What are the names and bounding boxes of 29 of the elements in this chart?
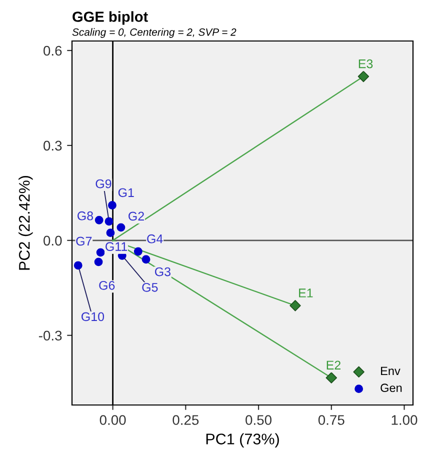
y-tick-label: -0.3: [38, 330, 62, 341]
annotation: G1: [118, 188, 134, 198]
annotation: G6: [99, 280, 115, 290]
chart-title: GGE biplot: [72, 11, 148, 25]
x-tick-label: 1.00: [392, 415, 418, 425]
annotation: G2: [128, 212, 144, 221]
annotation: G4: [147, 234, 163, 244]
annotation: E2: [326, 360, 340, 370]
annotation: G5: [142, 282, 158, 292]
legend-label: Env: [381, 366, 400, 376]
y-axis-title: PC2 (22.42%): [18, 176, 33, 270]
annotation: G7: [76, 236, 92, 246]
chart-subtitle: Scaling = 0, Centering = 2, SVP = 2: [72, 28, 236, 38]
y-tick-label: 0.0: [44, 236, 62, 246]
annotation: E1: [299, 288, 313, 298]
y-tick-label: 0.6: [44, 46, 62, 56]
annotation: G8: [78, 211, 94, 220]
y-tick-label: 0.3: [44, 140, 62, 151]
annotation: G11: [106, 242, 128, 251]
x-tick-label: 0.00: [100, 415, 126, 425]
legend-label: Gen: [380, 384, 402, 392]
x-axis-title: PC1 (73%): [206, 433, 279, 448]
x-tick-label: 0.25: [172, 415, 199, 425]
x-tick-label: 0.50: [246, 415, 272, 425]
annotation: G9: [96, 179, 112, 188]
annotation: E3: [358, 59, 373, 68]
annotation: G10: [82, 312, 104, 322]
annotation: G3: [154, 267, 170, 276]
x-tick-label: 0.75: [318, 415, 344, 425]
